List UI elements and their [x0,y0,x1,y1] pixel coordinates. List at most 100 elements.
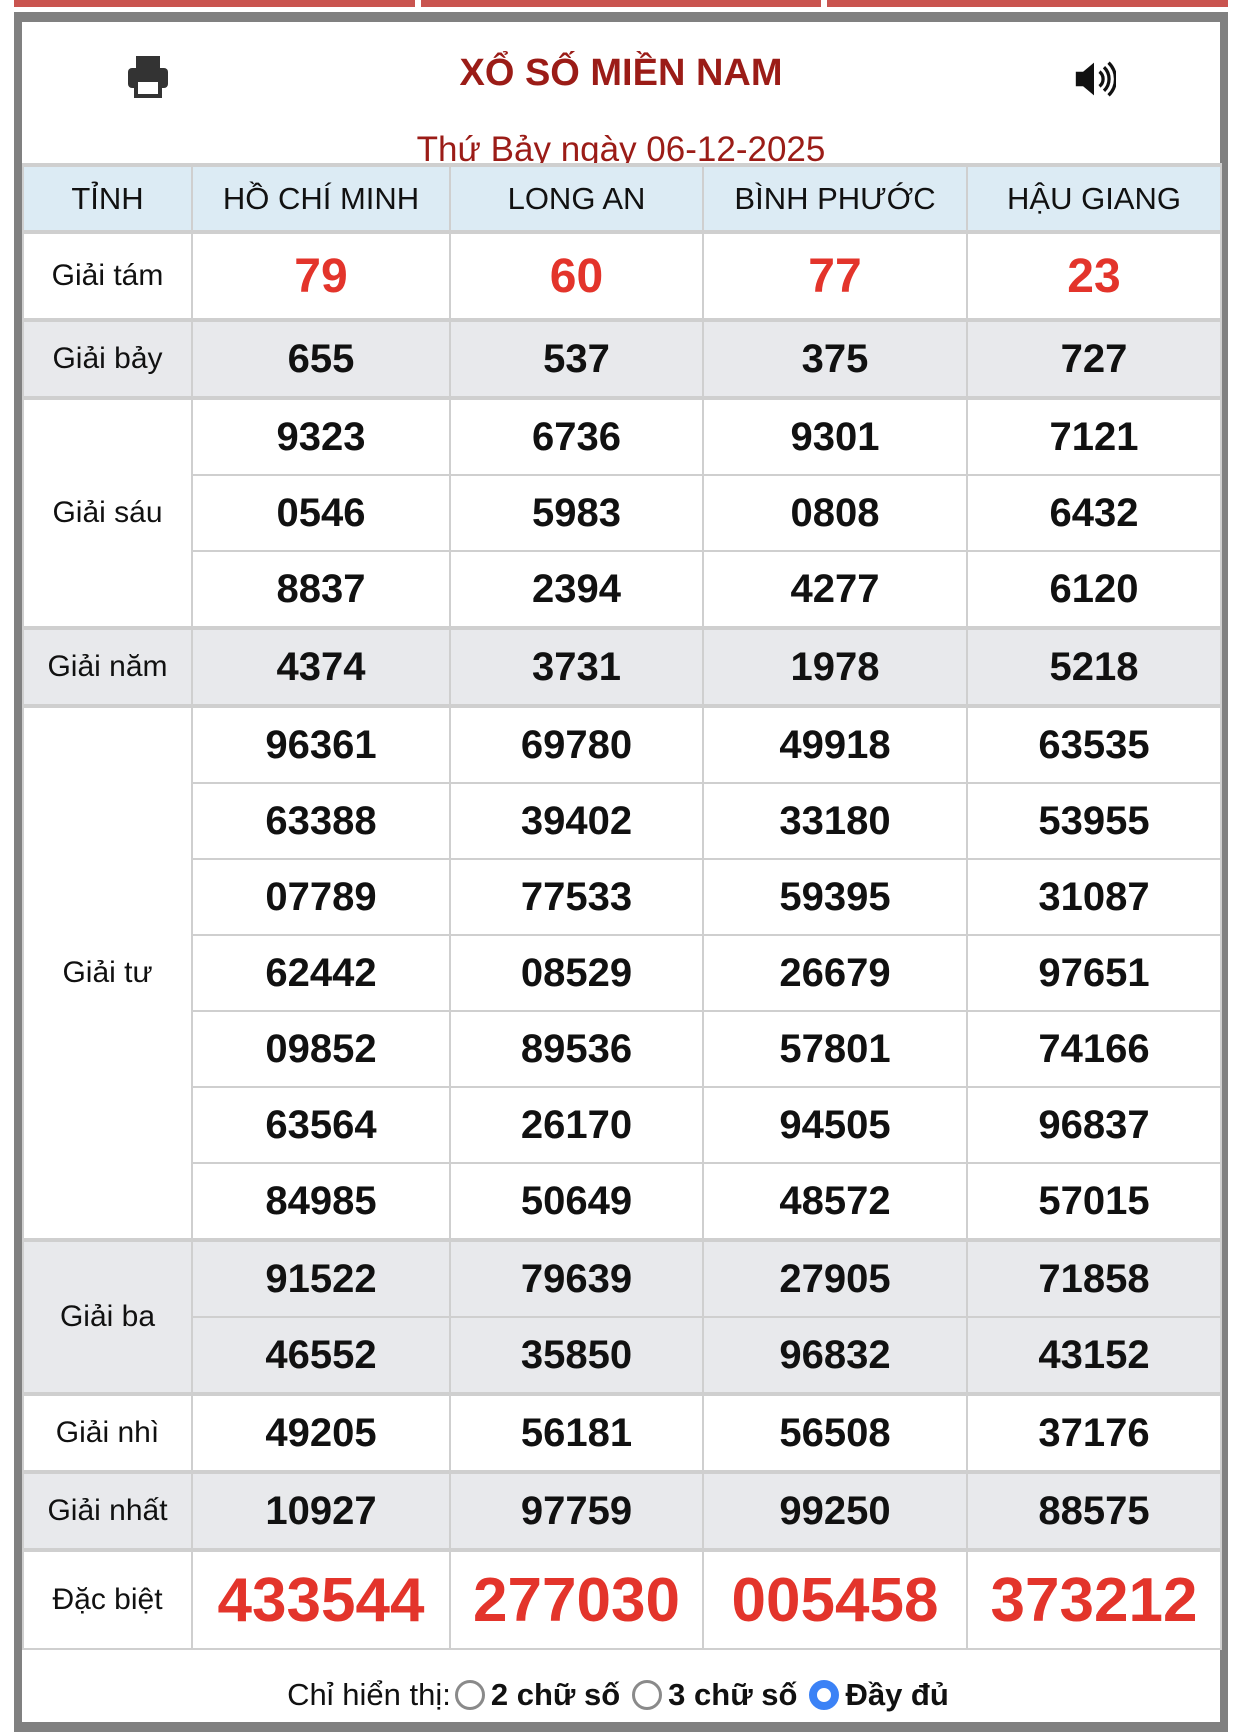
speaker-icon[interactable] [1072,59,1116,99]
prize-number: 26170 [449,1086,704,1164]
radio-button[interactable] [809,1680,840,1710]
column-header: HỒ CHÍ MINH [191,163,451,234]
prize-number: 31087 [966,858,1222,936]
prize-number: 005458 [702,1548,968,1650]
draw-date: Thứ Bảy ngày 06-12-2025 [416,130,826,169]
prize-number: 727 [966,318,1222,399]
prize-number: 49918 [702,704,968,784]
prize-number: 373212 [966,1548,1222,1650]
prize-label: Giải bảy [22,318,193,399]
prize-row: Giải nhất 10927 97759 99250 88575 [22,1470,1222,1551]
prize-number: 4374 [191,626,451,707]
prize-number: 57015 [966,1162,1222,1241]
prize-number: 3731 [449,626,704,707]
display-label: Chỉ hiển thị: [287,1677,451,1712]
prize-label: Giải tư [22,704,193,1241]
display-options: Chỉ hiển thị: 2 chữ số 3 chữ số Đầy đủ [22,1677,1220,1713]
prize-label: Giải năm [22,626,193,707]
prize-number: 96361 [191,704,451,784]
prize-number: 46552 [191,1316,451,1395]
prize-number: 27905 [702,1238,968,1318]
prize-number: 07789 [191,858,451,936]
prize-number: 277030 [449,1548,704,1650]
prize-number: 96832 [702,1316,968,1395]
prize-number: 71858 [966,1238,1222,1318]
results-table: TỈNH HỒ CHÍ MINH LONG AN BÌNH PHƯỚC HẬU GIAN… [22,163,1222,1650]
prize-number: 0546 [191,474,451,552]
prize-number: 97651 [966,934,1222,1012]
tab-bar[interactable] [827,0,1229,7]
prize-number: 60 [449,230,704,321]
prize-row: 84985 50649 48572 57015 [23,1162,1222,1241]
prize-number: 5983 [449,474,704,552]
prize-number: 35850 [449,1316,704,1395]
prize-row: Đặc biệt 433544 277030 005458 373212 [22,1548,1222,1650]
prize-row: 09852 89536 57801 74166 [23,1010,1222,1088]
prize-number: 63388 [191,782,451,860]
prize-row: Giải tám 79 60 77 23 [22,230,1222,321]
radio-label[interactable]: 3 chữ số [668,1677,798,1712]
prize-number: 8837 [191,550,451,629]
prize-number: 9323 [191,396,451,476]
prize-number: 79 [191,230,451,321]
prize-number: 91522 [191,1238,451,1318]
prize-number: 56181 [449,1392,704,1473]
prize-number: 63535 [966,704,1222,784]
prize-row: Giải nhì 49205 56181 56508 37176 [22,1392,1222,1473]
prize-number: 69780 [449,704,704,784]
prize-number: 88575 [966,1470,1222,1551]
column-header: BÌNH PHƯỚC [702,163,968,234]
prize-number: 537 [449,318,704,399]
prize-row: 0546 5983 0808 6432 [23,474,1222,552]
tab-bar[interactable] [420,0,822,7]
prize-number: 77 [702,230,968,321]
prize-number: 53955 [966,782,1222,860]
prize-number: 89536 [449,1010,704,1088]
prize-row: Giải năm 4374 3731 1978 5218 [22,626,1222,707]
prize-number: 655 [191,318,451,399]
prize-number: 94505 [702,1086,968,1164]
prize-row: 62442 08529 26679 97651 [23,934,1222,1012]
prize-number: 62442 [191,934,451,1012]
prize-number: 09852 [191,1010,451,1088]
prize-number: 50649 [449,1162,704,1241]
prize-number: 2394 [449,550,704,629]
page-title: XỔ SỐ MIỀN NAM [459,52,783,94]
prize-number: 08529 [449,934,704,1012]
tab-bar[interactable] [14,0,415,7]
prize-number: 9301 [702,396,968,476]
prize-number: 5218 [966,626,1222,707]
prize-number: 63564 [191,1086,451,1164]
top-tabs [14,0,1229,7]
radio-button[interactable] [454,1680,485,1710]
prize-number: 77533 [449,858,704,936]
printer-icon[interactable] [124,52,172,100]
prize-number: 6432 [966,474,1222,552]
column-header: TỈNH [22,163,193,234]
prize-label: Giải sáu [22,396,193,629]
prize-number: 6736 [449,396,704,476]
prize-number: 49205 [191,1392,451,1473]
radio-button[interactable] [632,1680,663,1710]
prize-number: 43152 [966,1316,1222,1395]
prize-number: 97759 [449,1470,704,1551]
prize-number: 57801 [702,1010,968,1088]
prize-row: Giải ba 91522 79639 27905 71858 [22,1238,1222,1395]
prize-label: Giải nhì [22,1392,193,1473]
prize-number: 56508 [702,1392,968,1473]
prize-row: 8837 2394 4277 6120 [23,550,1222,629]
prize-number: 96837 [966,1086,1222,1164]
prize-number: 375 [702,318,968,399]
prize-number: 59395 [702,858,968,936]
prize-number: 79639 [449,1238,704,1318]
prize-number: 10927 [191,1470,451,1551]
prize-row: 63564 26170 94505 96837 [23,1086,1222,1164]
prize-row: Giải tư 96361 69780 49918 63535 [22,704,1222,1241]
prize-number: 6120 [966,550,1222,629]
radio-label[interactable]: Đầy đủ [845,1677,949,1712]
prize-label: Giải nhất [22,1470,193,1551]
prize-number: 37176 [966,1392,1222,1473]
radio-label[interactable]: 2 chữ số [490,1677,621,1712]
prize-number: 433544 [191,1548,451,1650]
column-header: LONG AN [449,163,704,234]
